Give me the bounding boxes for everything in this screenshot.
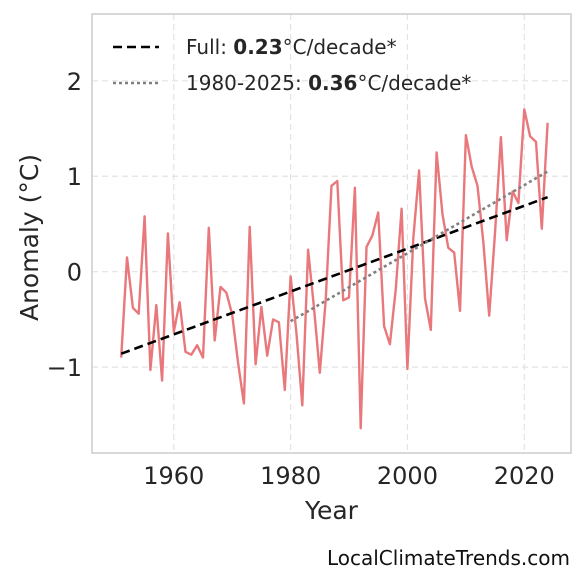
plot-frame <box>91 13 572 454</box>
trend-line-full <box>120 195 549 355</box>
legend-rate: 0.23 <box>233 35 282 59</box>
tick-labels: 1960 1980 2000 2020 2 1 0 −1 <box>47 68 555 490</box>
gridlines <box>92 14 571 453</box>
legend-prefix: Full: <box>186 35 233 59</box>
legend-unit: °C/decade* <box>357 71 471 95</box>
legend-rate: 0.36 <box>308 71 357 95</box>
legend: Full: 0.23°C/decade* 1980-2025: 0.36°C/d… <box>113 35 471 95</box>
legend-label-1980-2025: 1980-2025: 0.36°C/decade* <box>186 71 471 95</box>
y-tick-label: 1 <box>67 163 82 191</box>
x-axis-label: Year <box>304 496 359 525</box>
y-tick-label: 0 <box>67 259 82 287</box>
trend-line-1980-2025 <box>289 170 549 323</box>
y-tick-label: −1 <box>47 354 82 382</box>
series-anomaly-line <box>120 108 549 430</box>
x-tick-label: 1980 <box>260 462 321 490</box>
x-tick-label: 2000 <box>377 462 438 490</box>
y-axis-label: Anomaly (°C) <box>15 154 44 321</box>
legend-label-full: Full: 0.23°C/decade* <box>186 35 397 59</box>
site-credit: LocalClimateTrends.com <box>326 546 570 570</box>
legend-unit: °C/decade* <box>283 35 397 59</box>
series-layer <box>120 108 549 430</box>
y-tick-label: 2 <box>67 68 82 96</box>
x-tick-label: 1960 <box>143 462 204 490</box>
x-tick-label: 2020 <box>494 462 555 490</box>
legend-prefix: 1980-2025: <box>186 71 308 95</box>
